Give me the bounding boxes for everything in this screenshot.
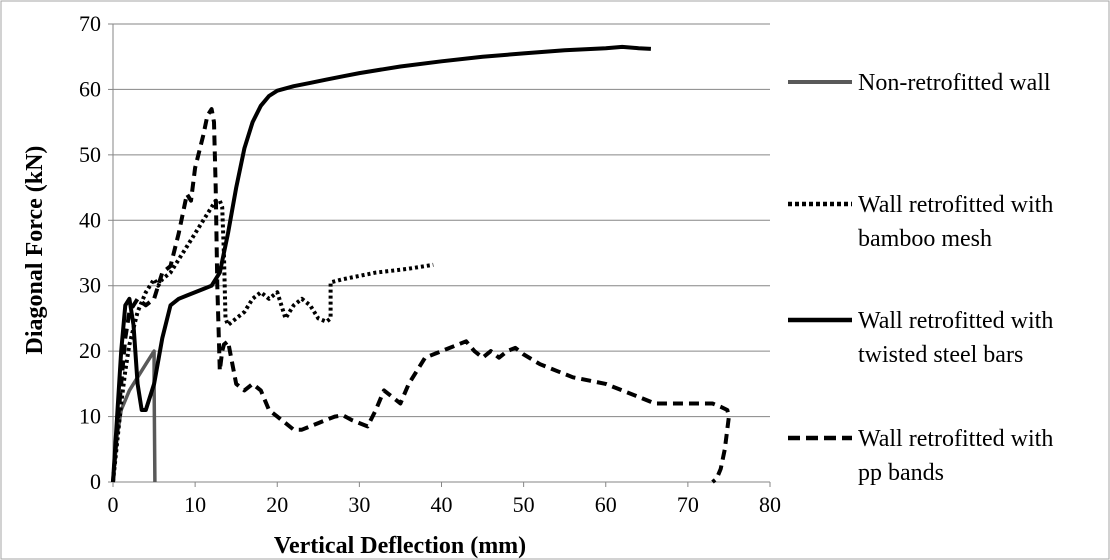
x-tick-label: 10 xyxy=(184,492,206,517)
legend-item-wall-retrofitted-with-pp-bands: Wall retrofitted with pp bands xyxy=(788,426,1053,486)
legend-label: Wall retrofitted with xyxy=(858,426,1053,452)
legend-label: twisted steel bars xyxy=(858,342,1023,368)
x-tick-label: 60 xyxy=(595,492,617,517)
legend-label: Non-retrofitted wall xyxy=(858,70,1051,96)
legend-label: bamboo mesh xyxy=(858,226,992,252)
legend-item-wall-retrofitted-with-twisted-steel-bars: Wall retrofitted with twisted steel bars xyxy=(788,308,1053,368)
series-line-wall-retrofitted-with-twisted-steel-bars xyxy=(111,44,652,483)
legend-layer: Non-retrofitted wall Wall retrofitted wit… xyxy=(788,70,1053,486)
y-axis-title: Diagonal Force (kN) xyxy=(22,146,48,355)
x-tick-label: 80 xyxy=(759,492,781,517)
y-tick-label: 70 xyxy=(79,11,101,36)
grid-layer xyxy=(113,23,770,418)
legend-label: Wall retrofitted with xyxy=(858,192,1053,218)
x-tick-label: 70 xyxy=(677,492,699,517)
y-tick-label: 20 xyxy=(79,338,101,363)
y-tick-label: 0 xyxy=(90,469,101,494)
series-layer xyxy=(111,44,731,484)
y-tick-label: 50 xyxy=(79,142,101,167)
legend-label: pp bands xyxy=(858,460,944,486)
y-tick-label: 10 xyxy=(79,404,101,429)
x-tick-label: 20 xyxy=(266,492,288,517)
axis-layer xyxy=(108,23,771,487)
legend-item-wall-retrofitted-with-bamboo-mesh: Wall retrofitted with bamboo mesh xyxy=(788,192,1053,252)
y-tick-label: 30 xyxy=(79,273,101,298)
x-tick-label: 0 xyxy=(108,492,119,517)
series-line-wall-retrofitted-with-pp-bands xyxy=(111,107,731,484)
tick-layer: 0 10 20 30 40 50 60 70 80 0 10 20 30 40 50 60 70 xyxy=(79,11,781,517)
x-tick-label: 40 xyxy=(431,492,453,517)
x-axis-title: Vertical Deflection (mm) xyxy=(274,533,526,559)
x-tick-label: 50 xyxy=(513,492,535,517)
legend-item-non-retrofitted-wall: Non-retrofitted wall xyxy=(788,70,1051,96)
y-tick-label: 60 xyxy=(79,76,101,101)
x-tick-label: 30 xyxy=(348,492,370,517)
legend-label: Wall retrofitted with xyxy=(858,308,1053,334)
y-tick-label: 40 xyxy=(79,207,101,232)
